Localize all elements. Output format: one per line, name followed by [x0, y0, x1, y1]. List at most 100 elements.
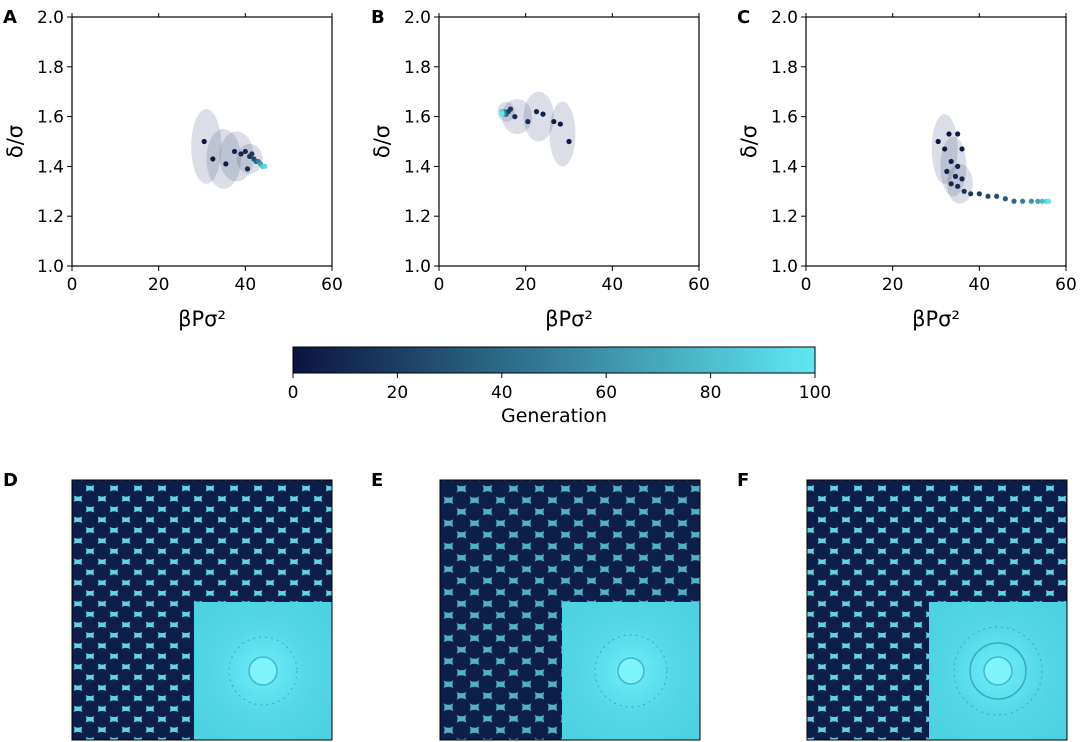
colorbar-gradient: [292, 346, 816, 374]
x-tick-label: 20: [515, 275, 537, 295]
data-point: [959, 146, 965, 152]
colorbar-tick-label: 100: [799, 383, 831, 403]
colorbar-tick-label: 40: [491, 383, 513, 403]
data-point: [1035, 198, 1041, 204]
x-axis-label: βPσ²: [178, 307, 226, 331]
data-point: [238, 151, 244, 157]
axes-frame: [805, 16, 1067, 267]
data-point: [961, 188, 967, 194]
data-point: [948, 158, 954, 165]
x-axis-label: βPσ²: [912, 307, 960, 331]
data-point: [955, 163, 961, 169]
x-tick-label: 60: [1055, 275, 1077, 295]
points-group: [201, 138, 268, 172]
data-point: [223, 161, 229, 167]
data-point: [952, 173, 959, 179]
data-point: [499, 111, 505, 117]
data-point: [533, 109, 540, 115]
diffraction-center-e: [617, 657, 645, 685]
diffraction-ring2-f: [953, 626, 1043, 716]
diffraction-ring-d: [228, 636, 298, 706]
y-tick-label: 1.8: [771, 58, 798, 78]
y-tick-label: 1.6: [771, 108, 798, 128]
y-tick-label: 2.0: [771, 8, 798, 28]
x-axis-label: βPσ²: [545, 307, 593, 331]
y-tick-label: 2.0: [404, 8, 431, 28]
data-point: [955, 183, 961, 189]
data-point: [249, 151, 255, 157]
colorbar-label: Generation: [501, 405, 607, 427]
plot-panel-a: A 0 20 40 60 1.0 1.2 1.4 1.6 1.8 2.0 βPσ² δ/σ: [3, 7, 343, 331]
colorbar: 0 20 40 60 80 100 Generation: [288, 346, 831, 427]
y-tick-label: 1.2: [37, 207, 64, 227]
y-tick-label: 1.0: [771, 257, 798, 277]
x-tick-label: 20: [882, 275, 904, 295]
x-tick-label: 40: [235, 275, 257, 295]
covariance-ellipse: [549, 101, 576, 167]
x-tick-label: 40: [969, 275, 991, 295]
data-point: [959, 176, 965, 182]
x-tick-label: 0: [67, 275, 78, 295]
y-tick-label: 1.6: [37, 108, 64, 128]
colorbar-tick-label: 20: [387, 383, 409, 403]
diffraction-ring-f: [969, 642, 1027, 700]
ellipse-group: [931, 114, 973, 204]
ellipse-group: [497, 91, 576, 167]
covariance-ellipse: [206, 129, 242, 189]
points-group: [935, 131, 1052, 204]
panel-f: F: [737, 470, 1068, 741]
points-group: [499, 106, 572, 145]
y-tick-label: 1.4: [37, 157, 64, 177]
data-point: [948, 181, 954, 187]
data-point: [942, 146, 948, 152]
y-tick-label: 1.0: [404, 257, 431, 277]
data-point: [201, 138, 207, 145]
panel-letter-e: E: [371, 470, 383, 491]
data-point: [946, 131, 952, 137]
ellipse-group: [191, 109, 263, 189]
y-tick-label: 1.2: [404, 207, 431, 227]
data-point: [1002, 196, 1008, 202]
data-point: [976, 191, 982, 197]
data-point: [1046, 198, 1052, 204]
panel-letter-a: A: [3, 7, 17, 28]
data-point: [557, 121, 563, 127]
covariance-ellipse: [946, 163, 973, 204]
y-axis-label: δ/σ: [737, 125, 761, 158]
x-tick-label: 20: [148, 275, 170, 295]
x-tick-label: 0: [801, 275, 812, 295]
data-point: [985, 193, 991, 199]
data-point: [994, 193, 1000, 199]
covariance-ellipse: [940, 136, 967, 197]
data-point: [1028, 198, 1034, 204]
data-point: [935, 138, 941, 145]
plot-panel-b: B 0 20 40 60 1.0 1.2 1.4 1.6 1.8 2.0 βPσ² δ/σ: [370, 7, 710, 331]
diffraction-ring-e: [594, 634, 668, 708]
colorbar-tick-label: 80: [700, 383, 722, 403]
y-tick-label: 1.4: [771, 157, 798, 177]
y-tick-label: 1.6: [404, 108, 431, 128]
data-point: [551, 118, 557, 125]
covariance-ellipse: [191, 109, 222, 184]
data-point: [210, 156, 216, 162]
panel-letter-c: C: [737, 7, 750, 28]
y-tick-label: 1.4: [404, 157, 431, 177]
data-point: [1020, 198, 1026, 204]
panel-letter-b: B: [371, 7, 385, 28]
diffraction-center-f: [983, 656, 1013, 686]
axes-frame: [71, 16, 333, 267]
data-point: [566, 138, 572, 145]
data-point: [242, 148, 248, 155]
panel-letter-d: D: [3, 470, 18, 491]
panel-letter-f: F: [737, 470, 749, 491]
data-point: [540, 111, 546, 117]
data-point: [244, 166, 251, 172]
panel-d: D: [3, 470, 333, 741]
colorbar-tick-label: 0: [288, 383, 299, 403]
data-point: [512, 114, 518, 120]
colorbar-tick-label: 60: [595, 383, 617, 403]
panel-e: E: [371, 470, 701, 741]
axes-frame: [438, 16, 700, 267]
diffraction-center-d: [248, 656, 278, 686]
